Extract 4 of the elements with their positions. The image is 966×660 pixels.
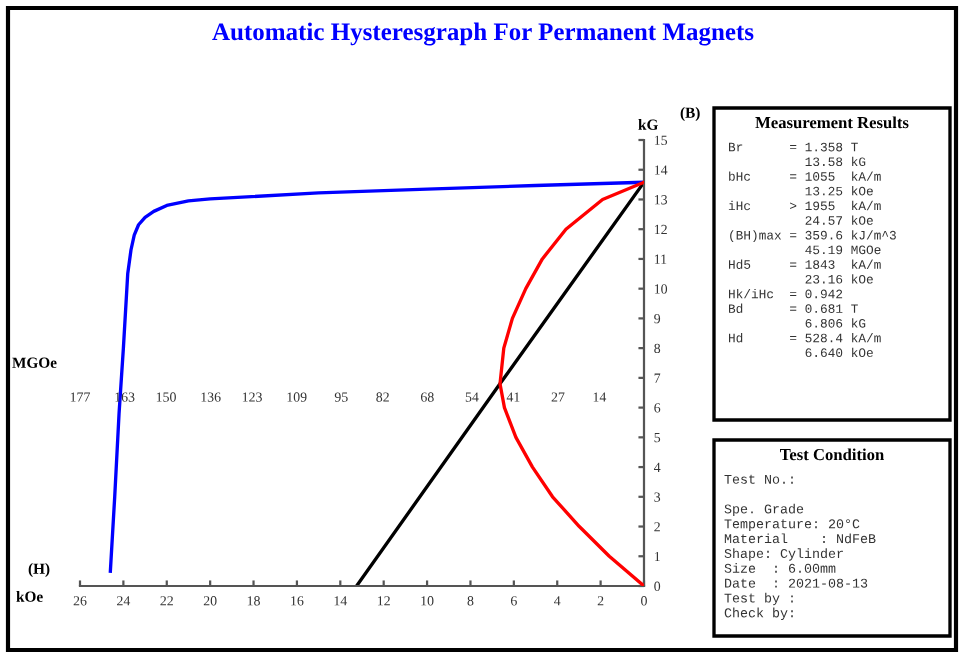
text: Measurement Results xyxy=(755,116,909,129)
line-series xyxy=(108,180,644,573)
text: Test Condition xyxy=(780,448,885,461)
chart-title: Automatic Hysteresgraph For Permanent Magnets xyxy=(212,22,754,46)
